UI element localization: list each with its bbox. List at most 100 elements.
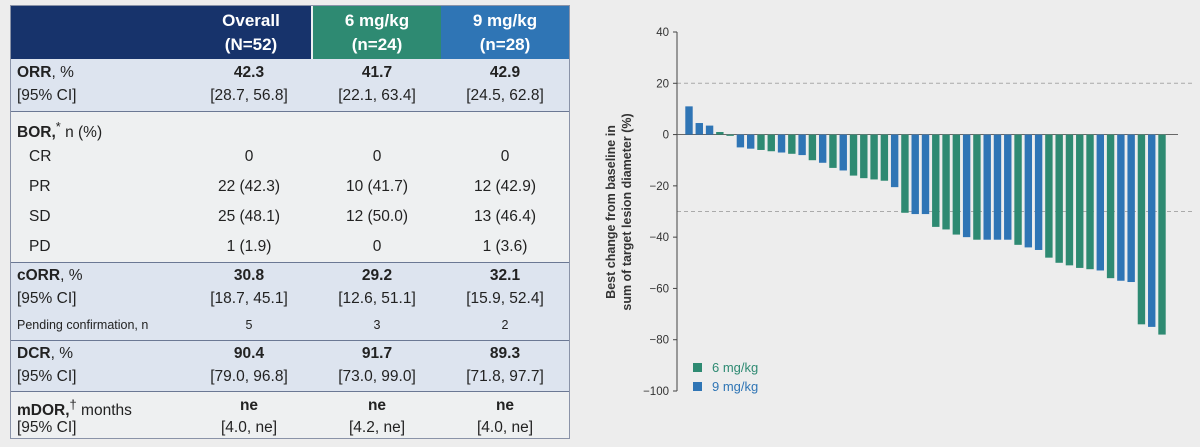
bar	[829, 134, 837, 168]
corr-9mgkg: 32.1	[489, 267, 521, 284]
orr-ci-overall: [28.7, 56.8]	[210, 87, 288, 104]
bar	[860, 134, 868, 179]
bar	[1086, 134, 1094, 270]
bar	[1106, 134, 1115, 279]
mdor-overall: ne	[239, 397, 259, 414]
bar	[1014, 134, 1022, 245]
bar	[1055, 134, 1063, 263]
bar	[839, 134, 847, 171]
bar	[890, 134, 899, 188]
bar	[757, 134, 765, 150]
bar	[1148, 134, 1156, 327]
efficacy-table: Overall (N=52) 6 mg/kg (n=24) 9 mg/kg (n…	[10, 5, 570, 439]
corr-pending-label: Pending confirmation, n	[17, 318, 149, 332]
bar	[1024, 134, 1033, 248]
bar	[962, 134, 971, 238]
divider	[11, 391, 569, 392]
bor-unit: n (%)	[60, 124, 103, 142]
bar	[993, 134, 1002, 240]
y-tick-label: 40	[656, 27, 669, 39]
bor-sd-9mgkg: 13 (46.4)	[473, 208, 537, 225]
dcr-band	[11, 341, 569, 391]
bar	[932, 134, 940, 227]
bar	[1117, 134, 1125, 281]
bor-sd-label: SD	[29, 208, 51, 225]
bar	[1127, 134, 1135, 283]
y-tick-label: 20	[656, 78, 669, 90]
dcr-overall: 90.4	[233, 345, 265, 362]
mdor-9mgkg: ne	[495, 397, 515, 414]
y-axis-label: Best change from baseline in sum of targ…	[604, 113, 634, 310]
bar	[798, 134, 806, 156]
bor-footnote-mark: *	[55, 119, 61, 134]
dcr-ci-label: [95% CI]	[17, 368, 77, 385]
orr-6mgkg: 41.7	[361, 64, 393, 81]
y-tick-label: −20	[649, 181, 669, 193]
mdor-ci-label: [95% CI]	[17, 419, 77, 436]
bor-cr-6mgkg: 0	[372, 148, 382, 165]
bar	[1076, 134, 1084, 268]
bar	[1004, 134, 1012, 240]
corr-pending-6mgkg: 3	[373, 318, 381, 332]
orr-9mgkg: 42.9	[489, 64, 521, 81]
bor-label: BOR,	[17, 124, 56, 142]
header-6mgkg: 6 mg/kg (n=24)	[313, 6, 441, 59]
header-overall-title: Overall	[222, 11, 280, 30]
legend: 6 mg/kg 9 mg/kg	[693, 360, 758, 394]
bar	[1096, 134, 1105, 271]
y-tick-label: −80	[649, 335, 669, 347]
bar	[880, 134, 889, 181]
bar	[726, 134, 734, 136]
bor-cr-9mgkg: 0	[500, 148, 510, 165]
legend-label: 9 mg/kg	[712, 379, 758, 394]
header-overall: Overall (N=52)	[191, 6, 311, 59]
legend-swatch	[693, 363, 702, 372]
bar	[849, 134, 858, 176]
y-tick-label: −60	[649, 283, 669, 295]
corr-ci-9mgkg: [15.9, 52.4]	[466, 290, 544, 307]
bar	[973, 134, 981, 240]
corr-pending-overall: 5	[245, 318, 253, 332]
bar	[716, 132, 724, 135]
divider	[11, 262, 569, 263]
corr-pending-9mgkg: 2	[501, 318, 509, 332]
bar	[1158, 134, 1166, 335]
header-9mgkg: 9 mg/kg (n=28)	[441, 6, 569, 59]
bar	[921, 134, 930, 215]
mdor-footnote-mark: †	[69, 397, 77, 412]
orr-unit: , %	[51, 64, 74, 81]
corr-6mgkg: 29.2	[361, 267, 393, 284]
orr-ci-9mgkg: [24.5, 62.8]	[466, 87, 544, 104]
y-tick-label: −40	[649, 232, 669, 244]
orr-ci-6mgkg: [22.1, 63.4]	[338, 87, 416, 104]
bor-pr-6mgkg: 10 (41.7)	[345, 178, 409, 195]
corr-ci-overall: [18.7, 45.1]	[210, 290, 288, 307]
bar	[767, 134, 775, 152]
y-tick-label: −100	[643, 386, 669, 398]
bor-sd-overall: 25 (48.1)	[217, 208, 281, 225]
bar	[818, 134, 827, 163]
bor-pd-6mgkg: 0	[372, 238, 382, 255]
dcr-ci-9mgkg: [71.8, 97.7]	[466, 368, 544, 385]
header-9mgkg-n: (n=28)	[479, 35, 531, 54]
header-9mgkg-title: 9 mg/kg	[472, 11, 538, 30]
mdor-ci-overall: [4.0, ne]	[220, 419, 277, 436]
header-blank	[11, 6, 191, 59]
bor-pd-overall: 1 (1.9)	[226, 238, 272, 255]
bar	[777, 134, 786, 153]
bor-pd-label: PD	[29, 238, 51, 255]
orr-ci-label: [95% CI]	[17, 87, 77, 104]
bor-pd-9mgkg: 1 (3.6)	[482, 238, 528, 255]
header-6mgkg-n: (n=24)	[351, 35, 403, 54]
reference-lines	[677, 82, 1192, 212]
dcr-ci-6mgkg: [73.0, 99.0]	[338, 368, 416, 385]
orr-overall: 42.3	[233, 64, 265, 81]
header-overall-n: (N=52)	[224, 35, 278, 54]
bar	[788, 134, 796, 154]
bor-cr-label: CR	[29, 148, 52, 165]
corr-band	[11, 263, 569, 340]
dcr-label: DCR	[17, 345, 51, 362]
corr-unit: , %	[60, 267, 83, 284]
orr-band	[11, 59, 569, 111]
bars	[685, 106, 1166, 335]
